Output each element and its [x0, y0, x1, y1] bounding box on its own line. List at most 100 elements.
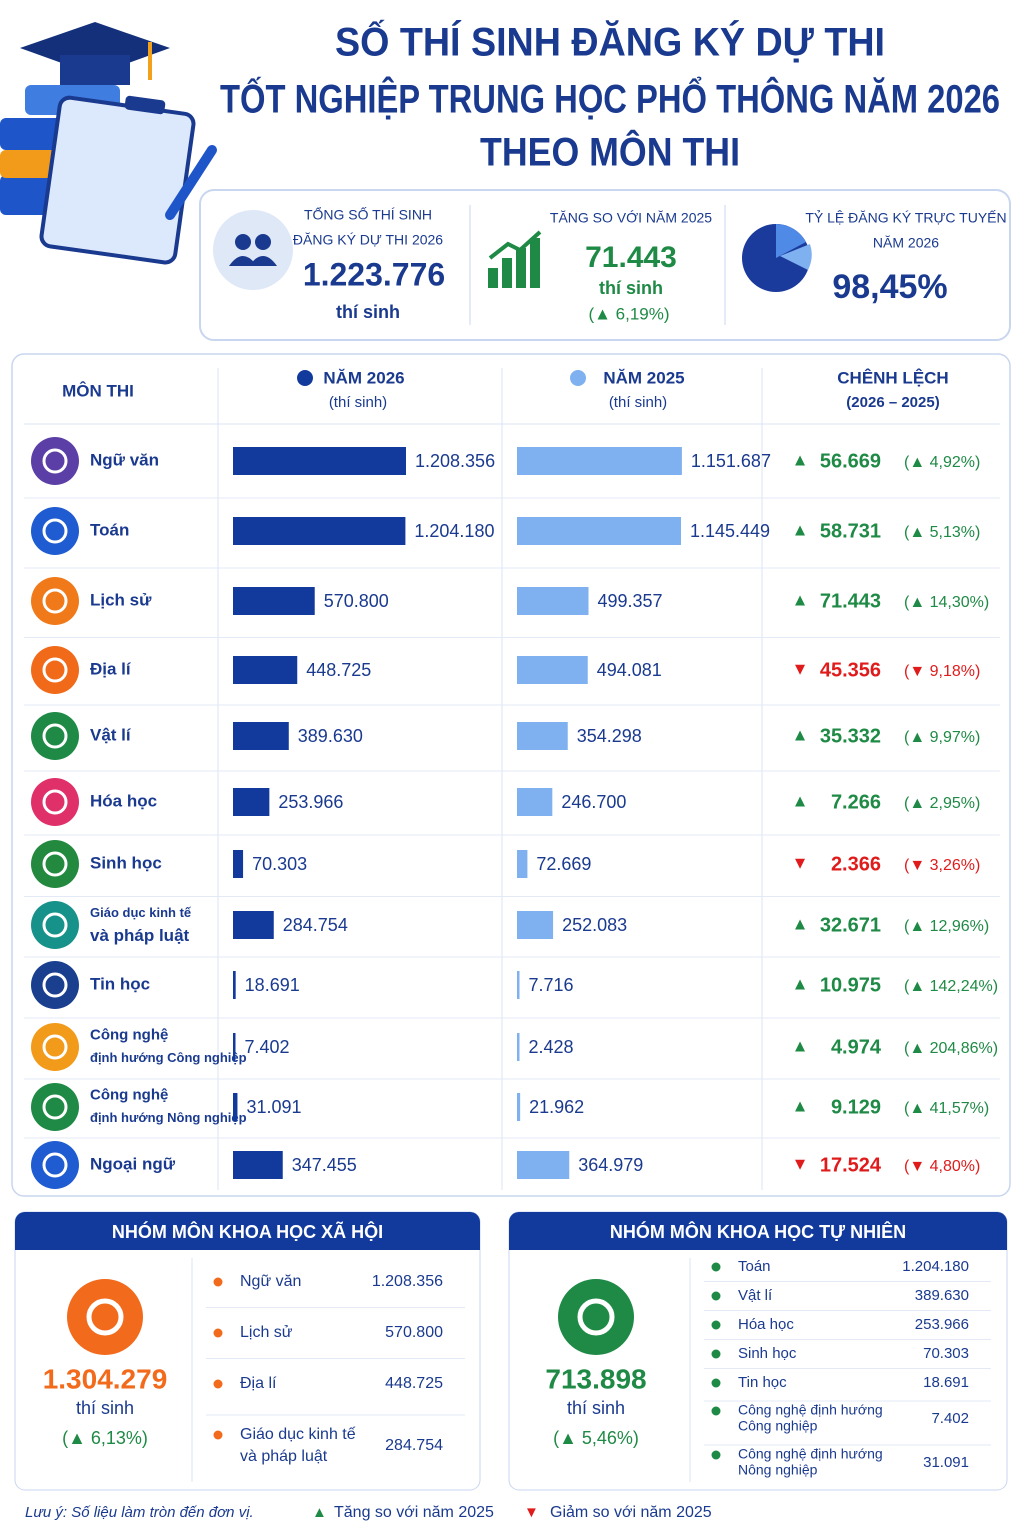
item-name: Lịch sử	[240, 1324, 293, 1341]
subject-name: Ngữ văn	[90, 450, 159, 469]
bar	[233, 587, 315, 615]
item-dot	[213, 1277, 223, 1287]
subject-name: Địa lí	[90, 659, 132, 678]
title-line: THEO MÔN THI	[480, 129, 740, 175]
trend-arrow: ▲	[792, 791, 809, 810]
summary-value: 71.443	[585, 241, 677, 274]
diff-pct: (▼ 3,26%)	[904, 857, 980, 874]
diff-pct: (▲ 41,57%)	[904, 1100, 989, 1117]
bar-label: 1.208.356	[415, 451, 495, 471]
subject-name: định hướng Nông nghiệp	[90, 1110, 247, 1125]
trend-arrow: ▼	[792, 659, 809, 678]
bar-label: 570.800	[324, 591, 389, 611]
trend-arrow: ▲	[792, 1096, 809, 1115]
trend-arrow: ▲	[792, 1036, 809, 1055]
item-value: 389.630	[915, 1287, 969, 1304]
subject-icon-glyph	[42, 912, 68, 938]
group-total: 713.898	[545, 1363, 646, 1394]
column-sub: (thí sinh)	[609, 394, 667, 411]
item-value: 1.208.356	[372, 1273, 443, 1290]
subject-name: Toán	[90, 520, 129, 539]
table-box	[11, 353, 1011, 1197]
bar	[517, 447, 682, 475]
subject-name: Tin học	[90, 974, 150, 993]
subject-name: Giáo dục kinh tế	[90, 905, 192, 920]
subject-icon	[31, 712, 79, 760]
item-dot	[711, 1450, 721, 1460]
subject-name: và pháp luật	[90, 926, 190, 945]
subject-icon	[31, 1023, 79, 1071]
item-dot	[213, 1328, 223, 1338]
bar-label: 1.204.180	[414, 521, 494, 541]
subject-icon	[31, 1083, 79, 1131]
subject-icon-glyph	[42, 972, 68, 998]
title-line: TỐT NGHIỆP TRUNG HỌC PHỔ THÔNG NĂM 2026	[220, 75, 1000, 122]
diff-value: 32.671	[820, 914, 881, 936]
diff-pct: (▲ 14,30%)	[904, 594, 989, 611]
legend-label: Giảm so với năm 2025	[550, 1504, 712, 1521]
item-value: 1.204.180	[902, 1258, 969, 1275]
bar	[233, 656, 298, 684]
summary-unit: thí sinh	[599, 278, 663, 298]
bar-label: 21.962	[529, 1097, 584, 1117]
summary-box	[199, 189, 1011, 341]
bar	[517, 971, 520, 999]
bar-label: 7.716	[529, 975, 574, 995]
group-icon	[67, 1279, 143, 1355]
diff-pct: (▼ 4,80%)	[904, 1158, 980, 1175]
bar	[517, 1033, 520, 1061]
subject-name: Công nghệ	[90, 1086, 168, 1103]
item-dot	[711, 1291, 721, 1301]
item-name: Địa lí	[240, 1375, 277, 1392]
subject-name: Hóa học	[90, 791, 157, 810]
bar-label: 70.303	[252, 854, 307, 874]
column-title: MÔN THI	[62, 381, 134, 400]
subject-icon-glyph	[42, 723, 68, 749]
subject-icon-glyph	[42, 1152, 68, 1178]
bar-label: 253.966	[278, 792, 343, 812]
subject-icon	[31, 1141, 79, 1189]
bar	[517, 517, 681, 545]
trend-arrow: ▼	[792, 1154, 809, 1173]
group-change: (▲ 6,13%)	[62, 1428, 148, 1448]
bar	[233, 788, 270, 816]
bar-label: 31.091	[246, 1097, 301, 1117]
item-dot	[711, 1262, 721, 1272]
subject-icon-glyph	[42, 588, 68, 614]
item-value: 284.754	[385, 1437, 443, 1454]
group-header	[509, 1212, 1007, 1250]
summary-label: TỶ LỆ ĐĂNG KÝ TRỰC TUYẾN	[805, 210, 1006, 226]
summary-change: (▲ 6,19%)	[588, 304, 669, 323]
group-unit: thí sinh	[76, 1398, 134, 1418]
legend-dot	[570, 370, 586, 386]
bar	[233, 1093, 238, 1121]
diff-value: 9.129	[831, 1096, 881, 1118]
summary-unit: thí sinh	[336, 302, 400, 322]
group-title: NHÓM MÔN KHOA HỌC TỰ NHIÊN	[610, 1221, 906, 1242]
item-value: 253.966	[915, 1316, 969, 1333]
summary-label: NĂM 2026	[873, 235, 939, 251]
bar-label: 18.691	[245, 975, 300, 995]
pie-icon	[742, 224, 812, 292]
diff-value: 56.669	[820, 450, 881, 472]
item-name: Công nghệ định hướng	[738, 1402, 883, 1418]
bar-label: 7.402	[245, 1037, 290, 1057]
legend-dot	[297, 370, 313, 386]
item-dot	[711, 1320, 721, 1330]
summary-value: 1.223.776	[303, 256, 445, 292]
diff-pct: (▲ 204,86%)	[904, 1040, 998, 1057]
item-value: 18.691	[923, 1374, 969, 1391]
summary-label: TĂNG SO VỚI NĂM 2025	[550, 210, 712, 226]
summary-label: TỔNG SỐ THÍ SINH	[304, 206, 432, 223]
diff-value: 45.356	[820, 659, 881, 681]
column-title: NĂM 2025	[603, 368, 684, 387]
item-name: Vật lí	[738, 1287, 773, 1304]
bar	[517, 656, 588, 684]
group-icon-glyph	[577, 1298, 615, 1336]
item-value: 31.091	[923, 1454, 969, 1471]
item-name: Hóa học	[738, 1316, 794, 1333]
item-name: Sinh học	[738, 1345, 797, 1362]
subject-icon	[31, 840, 79, 888]
diff-pct: (▲ 9,97%)	[904, 729, 980, 746]
bar-label: 252.083	[562, 915, 627, 935]
